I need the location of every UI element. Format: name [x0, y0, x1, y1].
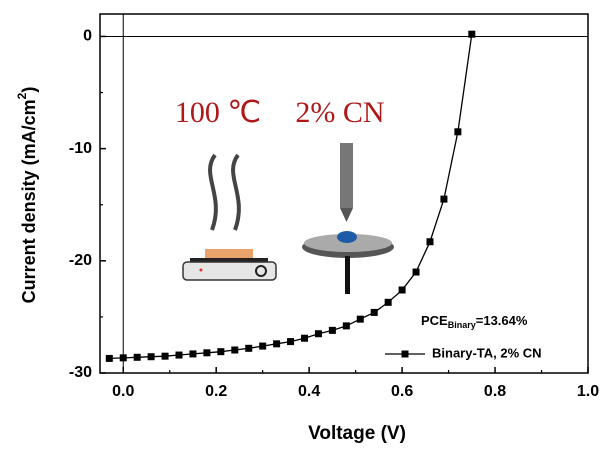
- annotation-rest: =13.64%: [476, 313, 528, 328]
- y-axis-label-text: Current density (mA/cm: [19, 99, 39, 303]
- y-axis-label-sup: 2: [15, 92, 29, 99]
- marker: [105, 354, 113, 362]
- marker: [398, 286, 406, 294]
- marker: [384, 298, 392, 306]
- marker: [412, 268, 420, 276]
- marker: [231, 346, 239, 354]
- y-axis-label-suffix: ): [19, 87, 39, 93]
- marker: [356, 315, 364, 323]
- x-tick-label: 0.4: [298, 383, 320, 400]
- inset-label: 2% CN: [295, 96, 384, 129]
- marker: [314, 330, 322, 338]
- marker: [342, 322, 350, 330]
- series-line: [109, 34, 473, 360]
- marker: [161, 352, 169, 360]
- plot-frame: [99, 13, 589, 374]
- spincoater-icon: [302, 143, 394, 294]
- legend-marker: [401, 350, 409, 358]
- marker: [147, 353, 155, 361]
- annotation-sub: Binary: [448, 320, 476, 330]
- marker: [370, 308, 378, 316]
- marker: [454, 128, 462, 136]
- marker: [287, 338, 295, 346]
- annotation: PCEBinary=13.64%: [421, 313, 528, 330]
- hotplate-icon: [182, 153, 277, 281]
- marker: [203, 349, 211, 357]
- marker: [300, 334, 308, 342]
- marker: [440, 195, 448, 203]
- inset-label: 100 ℃: [175, 96, 261, 129]
- legend-label: Binary-TA, 2% CN: [432, 345, 542, 360]
- x-tick-label: 1.0: [577, 383, 599, 400]
- marker: [468, 30, 476, 38]
- x-tick-label: 0.2: [205, 383, 227, 400]
- marker: [189, 350, 197, 358]
- x-tick-label: 0.8: [484, 383, 506, 400]
- marker: [259, 342, 267, 350]
- y-tick-label: -30: [69, 364, 92, 381]
- marker: [119, 354, 127, 362]
- x-tick-label: 0.6: [391, 383, 413, 400]
- marker: [426, 238, 434, 246]
- marker: [328, 326, 336, 334]
- marker: [175, 351, 183, 359]
- marker: [133, 353, 141, 361]
- y-axis-label: Current density (mA/cm2): [15, 87, 39, 304]
- y-tick-label: 0: [83, 28, 92, 45]
- marker: [273, 340, 281, 348]
- x-tick-label: 0.0: [112, 383, 134, 400]
- marker: [245, 344, 253, 352]
- marker: [217, 348, 225, 356]
- annotation-main: PCE: [421, 313, 448, 328]
- y-tick-label: -20: [69, 252, 92, 269]
- x-axis-label: Voltage (V): [308, 423, 406, 444]
- y-tick-label: -10: [69, 140, 92, 157]
